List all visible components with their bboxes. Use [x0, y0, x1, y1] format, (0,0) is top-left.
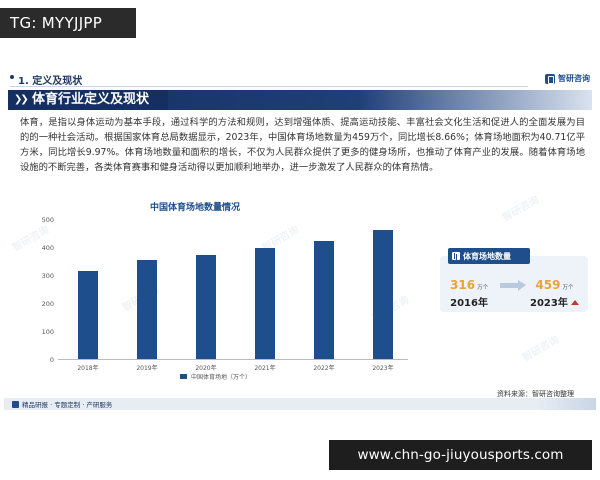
stat-callout: 体育场地数量 316 万个 2016年 459 万个 2023年: [440, 248, 588, 312]
from-year: 2016年: [450, 298, 488, 309]
y-tick: 300: [41, 272, 54, 280]
footer-tagline-group: 精品研报 · 专题定制 · 产研服务: [12, 398, 112, 410]
body-paragraph: 体育，是指以身体运动为基本手段，通过科学的方法和规则，达到增强体质、提高运动技能…: [20, 117, 585, 173]
logo-text: 智研咨询: [558, 74, 590, 83]
callout-header: 体育场地数量: [448, 248, 530, 264]
y-tick: 100: [41, 328, 54, 336]
bar-chart: 500 400 300 200 100 0 2018年 2019年 2020年 …: [30, 212, 420, 392]
building-icon: [452, 252, 460, 260]
from-value: 316: [450, 278, 476, 292]
x-tick: 2019年: [136, 365, 158, 372]
right-arrow-icon: [500, 280, 526, 291]
up-arrow-icon: [570, 300, 579, 305]
tg-label: TG: MYYJJPP: [0, 8, 136, 38]
callout-to: 459 万个 2023年: [530, 274, 579, 309]
report-icon: [12, 400, 19, 408]
url-watermark[interactable]: www.chn-go-jiuyousports.com: [329, 440, 592, 470]
section-bar: [0, 70, 600, 88]
watermark: 智研咨询: [520, 334, 562, 364]
chart-title: 中国体育场地数量情况: [150, 203, 241, 213]
chart-bar: [373, 230, 393, 359]
to-unit: 万个: [562, 285, 574, 291]
x-tick: 2023年: [372, 365, 394, 372]
title-banner: ❯❯ 体育行业定义及现状: [8, 90, 592, 110]
y-tick: 500: [41, 216, 54, 224]
banner-tab: [8, 90, 168, 110]
callout-title: 体育场地数量: [463, 251, 511, 261]
chart-legend: 中国体育场地（万个）: [180, 372, 251, 381]
section-title: 1. 定义及现状: [9, 72, 82, 87]
brand-logo: 智研咨询: [545, 73, 590, 84]
legend-swatch: [180, 374, 187, 379]
from-unit: 万个: [477, 285, 489, 291]
section-divider: [10, 86, 528, 87]
x-tick: 2018年: [77, 365, 99, 372]
legend-label: 中国体育场地（万个）: [191, 374, 252, 381]
data-source: 资料来源：智研咨询整理: [497, 390, 574, 398]
footer-accent: [536, 398, 596, 410]
chart-bar: [196, 255, 216, 359]
callout-from: 316 万个 2016年: [450, 274, 488, 309]
y-tick: 200: [41, 300, 54, 308]
x-tick: 2020年: [195, 365, 217, 372]
footer-strip: 精品研报 · 专题定制 · 产研服务: [4, 398, 596, 410]
x-tick: 2021年: [254, 365, 276, 372]
page-title: 体育行业定义及现状: [32, 92, 150, 107]
chart-bar: [137, 259, 157, 359]
x-tick: 2022年: [313, 365, 335, 372]
to-value: 459: [535, 278, 561, 292]
chart-bar: [255, 247, 275, 359]
y-tick: 400: [41, 244, 54, 252]
chart-bar: [78, 270, 98, 359]
plot-area: [58, 220, 408, 360]
to-year: 2023年: [530, 298, 568, 309]
logo-icon: [545, 73, 555, 84]
y-tick: 0: [49, 356, 54, 364]
footer-tagline: 精品研报 · 专题定制 · 产研服务: [22, 401, 113, 409]
chart-bar: [314, 240, 334, 359]
double-chevron-icon: ❯❯: [14, 94, 29, 105]
watermark: 智研咨询: [500, 194, 542, 224]
